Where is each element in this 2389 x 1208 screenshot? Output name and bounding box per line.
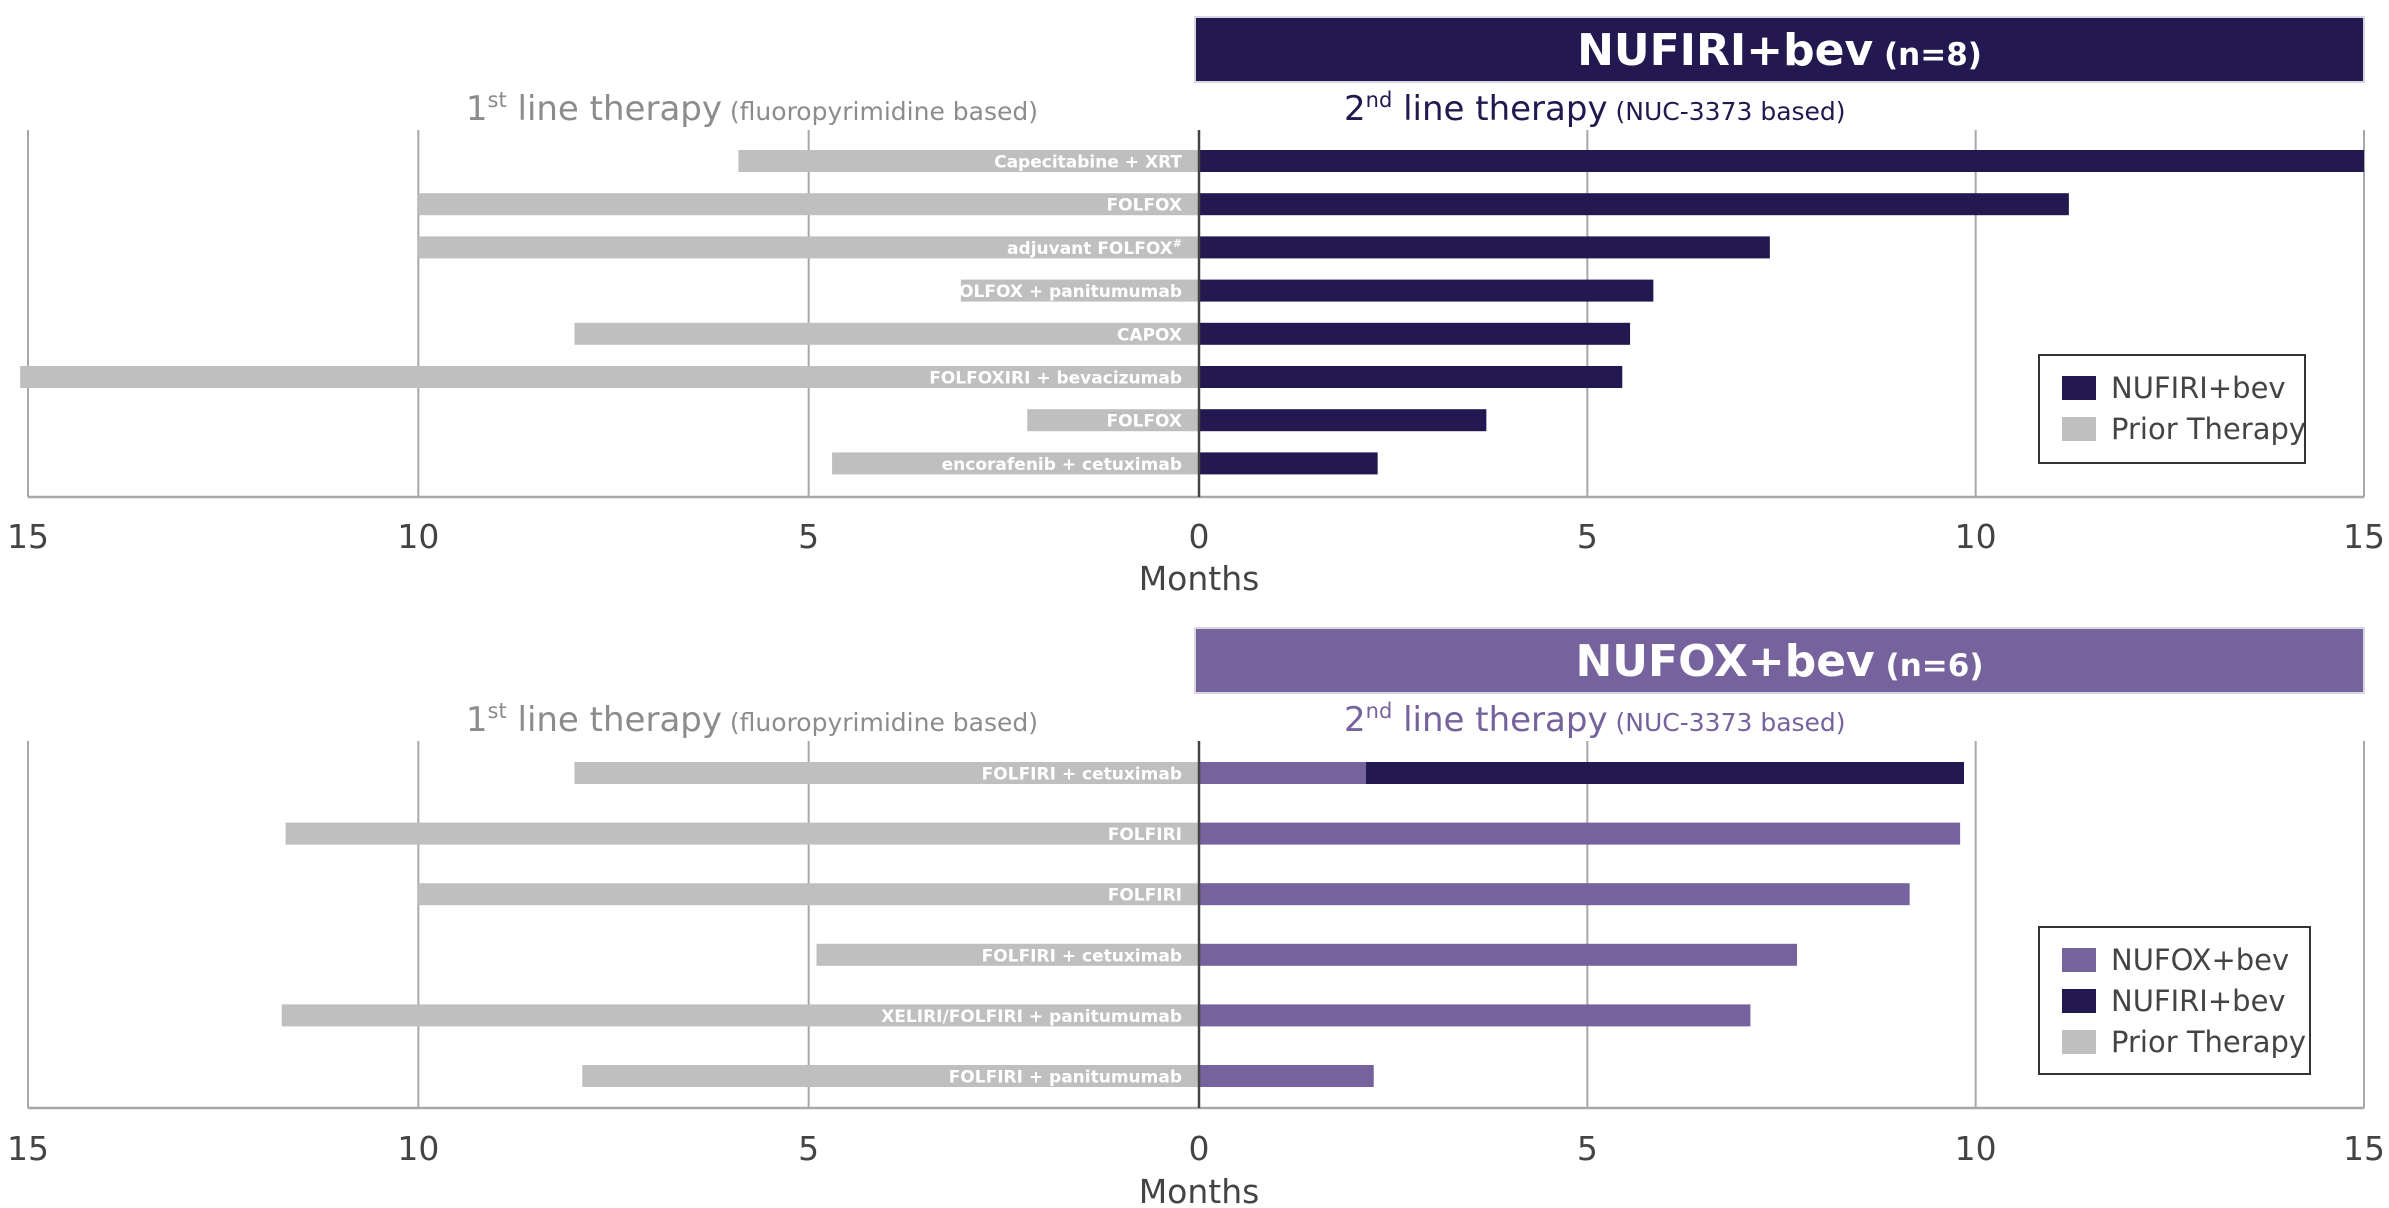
prior-therapy-bar — [582, 1065, 1199, 1087]
nuc-therapy-bar — [1199, 943, 1798, 966]
x-axis-label: Months — [1139, 559, 1260, 598]
nuc-therapy-bar — [1199, 1065, 1374, 1087]
x-tick-label: 10 — [397, 517, 439, 556]
prior-therapy-bar — [281, 1004, 1199, 1027]
bar-row: FOLFOXIRI + bevacizumab — [20, 366, 1623, 389]
bar-row: Capecitabine + XRT — [738, 150, 2364, 173]
prior-therapy-label: FOLFIRI + cetuximab — [982, 765, 1182, 785]
x-tick-label: 10 — [397, 1129, 439, 1168]
prior-therapy-label: adjuvant FOLFOX# — [1007, 237, 1182, 259]
x-tick-label: 15 — [7, 517, 49, 556]
legend-swatch — [2062, 989, 2096, 1013]
prior-therapy-label: FOLFOX + panitumumab — [947, 282, 1182, 302]
legend-label: NUFIRI+bev — [2111, 371, 2286, 405]
x-tick-label: 0 — [1189, 517, 1210, 556]
bar-row: FOLFOX — [1027, 409, 1487, 432]
prior-therapy-label: FOLFOXIRI + bevacizumab — [929, 369, 1182, 389]
x-tick-label: 15 — [2343, 517, 2385, 556]
x-tick-label: 10 — [1955, 517, 1997, 556]
bar-row: FOLFIRI + panitumumab — [582, 1065, 1374, 1088]
nuc-therapy-bar — [1199, 366, 1623, 388]
chart-panel-1: NUFIRI+bev (n=8) 1st line therapy (fluoro… — [7, 16, 2385, 598]
legend-swatch — [2062, 376, 2096, 400]
bar-row: CAPOX — [574, 322, 1631, 345]
legend-label: Prior Therapy — [2111, 1025, 2306, 1059]
first-line-header: 1st line therapy (fluoropyrimidine based… — [466, 88, 1038, 129]
legend-label: NUFIRI+bev — [2111, 984, 2286, 1018]
prior-therapy-label: FOLFIRI + cetuximab — [982, 946, 1182, 966]
legend: NUFOX+bev NUFIRI+bev Prior Therapy — [2038, 926, 2311, 1075]
x-tick-label: 15 — [7, 1129, 49, 1168]
nuc-therapy-bar — [1199, 236, 1770, 259]
prior-therapy-bar — [1027, 409, 1199, 432]
prior-therapy-label: FOLFIRI — [1108, 825, 1182, 845]
nuc-therapy-bar — [1199, 409, 1487, 432]
legend-label: Prior Therapy — [2111, 412, 2306, 446]
x-tick-label: 5 — [798, 1129, 819, 1168]
legend-box — [2038, 354, 2306, 464]
prior-therapy-bar — [418, 193, 1199, 216]
prior-therapy-bar — [418, 883, 1199, 906]
bar-row: adjuvant FOLFOX# — [418, 236, 1770, 259]
x-tick-label: 0 — [1189, 1129, 1210, 1168]
second-line-header: 2nd line therapy (NUC-3373 based) — [1344, 699, 1846, 740]
prior-therapy-label: FOLFIRI — [1108, 886, 1182, 906]
bar-row: FOLFOX + panitumumab — [947, 279, 1654, 302]
legend-label: NUFOX+bev — [2111, 943, 2289, 977]
prior-therapy-bar — [960, 279, 1199, 302]
x-tick-label: 5 — [1577, 517, 1598, 556]
chart-panel-2: NUFOX+bev (n=6) 1st line therapy (fluorop… — [7, 627, 2385, 1208]
prior-therapy-label: FOLFIRI + panitumumab — [949, 1068, 1182, 1088]
bar-row: XELIRI/FOLFIRI + panitumumab — [281, 1004, 1751, 1027]
nuc-therapy-bar — [1199, 822, 1961, 845]
prior-therapy-label: XELIRI/FOLFIRI + panitumumab — [881, 1007, 1182, 1027]
bar-row: FOLFIRI — [285, 822, 1961, 845]
nuc-therapy-bar — [1199, 452, 1378, 475]
panel-banner — [1194, 627, 2365, 694]
nuc-therapy-bar — [1199, 762, 1366, 784]
nuc-therapy-bar — [1199, 1004, 1751, 1027]
panel-banner — [1194, 16, 2365, 83]
prior-therapy-label: encorafenib + cetuximab — [942, 455, 1182, 475]
x-tick-label: 10 — [1955, 1129, 1997, 1168]
prior-therapy-bar — [418, 236, 1199, 259]
prior-therapy-bar — [285, 822, 1199, 845]
prior-therapy-bar — [832, 452, 1199, 475]
legend-swatch — [2062, 1030, 2096, 1054]
bar-row: FOLFIRI + cetuximab — [816, 943, 1798, 966]
nuc-therapy-bar — [1199, 883, 1910, 906]
second-line-header: 2nd line therapy (NUC-3373 based) — [1344, 88, 1846, 129]
prior-therapy-label: FOLFOX — [1107, 196, 1182, 216]
x-tick-label: 5 — [1577, 1129, 1598, 1168]
prior-therapy-label: Capecitabine + XRT — [994, 153, 1182, 173]
nuc-therapy-bar — [1199, 193, 2069, 216]
nuc-therapy-bar — [1199, 322, 1631, 345]
bar-row: FOLFOX — [418, 193, 2069, 216]
first-line-header: 1st line therapy (fluoropyrimidine based… — [466, 699, 1038, 740]
legend: NUFIRI+bev Prior Therapy — [2038, 354, 2306, 464]
bar-row: FOLFIRI — [418, 883, 1910, 906]
panel-title: NUFOX+bev (n=6) — [1575, 636, 1983, 687]
x-tick-label: 15 — [2343, 1129, 2385, 1168]
prior-therapy-bar — [816, 943, 1199, 966]
x-tick-label: 5 — [798, 517, 819, 556]
legend-swatch — [2062, 948, 2096, 972]
bar-row: encorafenib + cetuximab — [832, 452, 1378, 475]
nuc-therapy-bar — [1199, 279, 1654, 302]
bar-row: FOLFIRI + cetuximab — [574, 762, 1965, 785]
prior-therapy-label: CAPOX — [1117, 325, 1182, 345]
prior-therapy-bar — [738, 150, 1199, 172]
prior-therapy-bar — [574, 762, 1199, 784]
prior-therapy-bar — [574, 322, 1199, 345]
x-axis-label: Months — [1139, 1172, 1260, 1208]
nuc-therapy-bar — [1365, 762, 1965, 784]
panel-title: NUFIRI+bev (n=8) — [1577, 25, 1982, 76]
prior-therapy-label: FOLFOX — [1107, 412, 1182, 432]
legend-swatch — [2062, 417, 2096, 441]
prior-therapy-bar — [20, 366, 1199, 388]
nuc-therapy-bar — [1199, 150, 2364, 172]
